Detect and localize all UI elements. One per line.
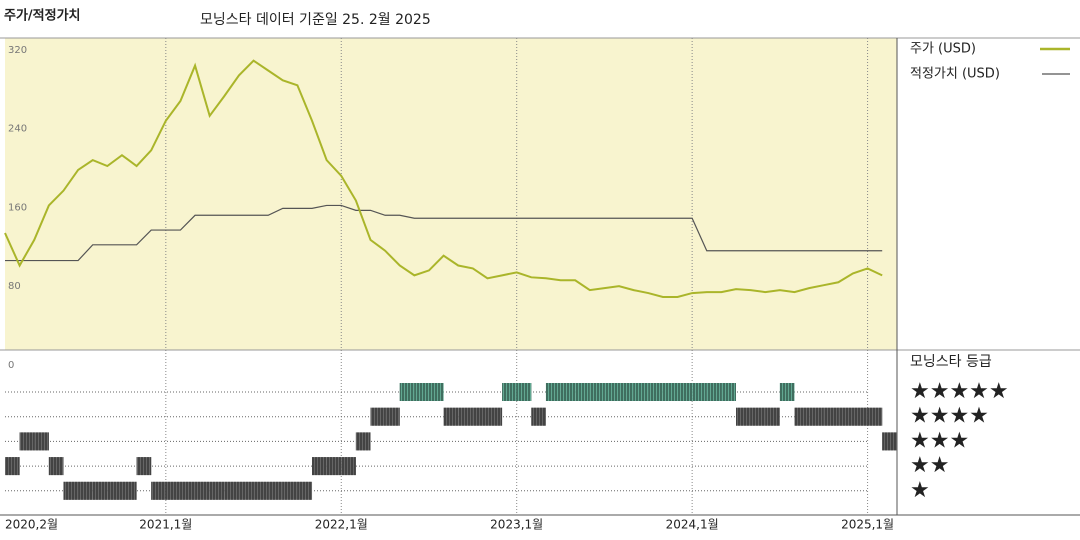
rating-bar-texture [721,383,736,401]
rating-bar-texture [458,407,473,426]
y-tick-label: 0 [8,360,14,371]
rating-bar-texture [852,407,868,426]
rating-bar-texture [619,383,634,401]
rating-bar-texture [399,383,415,401]
rating-bar-texture [312,457,327,476]
rating-bar-texture [282,481,298,500]
rating-bar-texture [63,481,79,500]
rating-bar-texture [341,457,356,476]
legend-label: 적정가치 (USD) [910,67,1000,82]
rating-bar-texture [531,407,546,426]
rating-bar-texture [355,432,371,451]
rating-bar-texture [121,481,137,500]
rating-bar-texture [662,383,678,401]
rating-bar-texture [692,383,707,401]
rating-label: ★★★ [910,428,969,453]
y-tick-label: 80 [8,281,21,292]
plot-background [5,38,897,350]
rating-bar-texture [589,383,605,401]
rating-bar-texture [633,383,649,401]
rating-bar-texture [165,481,181,500]
rating-bar-texture [414,383,429,401]
rating-bar-texture [34,432,49,451]
rating-bar-texture [136,457,152,476]
rating-bar-texture [224,481,239,500]
rating-bar-texture [823,407,839,426]
series-line [5,204,883,262]
rating-bar-texture [575,383,590,401]
x-tick-label: 2020,2월 [5,518,58,532]
rating-bar-texture [487,407,503,426]
rating-bar-texture [838,407,853,426]
rating-bar-texture [706,383,722,401]
rating-bar-texture [326,457,342,476]
rating-bar-texture [195,481,210,500]
rating-bar-texture [443,407,459,426]
rating-bar-texture [428,383,444,401]
rating-bar-texture [867,407,883,426]
series-line [4,59,883,299]
rating-label: ★★ [910,453,949,478]
rating-bar-texture [238,481,254,500]
rating-bar-texture [107,481,122,500]
rating-bar-texture [779,383,795,401]
rating-bar-texture [516,383,532,401]
rating-bar-texture [648,383,663,401]
y-tick-label: 320 [8,45,27,56]
y-tick-label: 160 [8,202,27,213]
rating-bar-texture [472,407,488,426]
rating-label: ★ [910,478,930,503]
rating-bar-texture [765,407,780,426]
rating-bar-texture [809,407,824,426]
rating-bar-texture [677,383,693,401]
rating-bar-texture [253,481,269,500]
rating-bar-texture [19,432,35,451]
legend-label: 주가 (USD) [910,42,976,57]
rating-bar-texture [180,481,196,500]
x-tick-label: 2024,1월 [666,518,719,532]
chart-subtitle: 모닝스타 데이터 기준일 25. 2월 2025 [200,12,431,28]
rating-bar-texture [78,481,93,500]
rating-bar-texture [5,457,20,476]
rating-bar-texture [209,481,225,500]
rating-bar-texture [545,383,561,401]
rating-bar-texture [385,407,400,426]
rating-bar-texture [794,407,810,426]
rating-label: ★★★★★ [910,379,1009,404]
rating-bar-texture [268,481,283,500]
rating-bar-texture [750,407,766,426]
rating-bar-texture [502,383,517,401]
x-tick-label: 2022,1월 [315,518,368,532]
rating-bar-texture [370,407,386,426]
rating-bar-texture [48,457,64,476]
x-tick-label: 2025,1월 [841,518,894,532]
rating-bar-texture [92,481,108,500]
x-tick-label: 2021,1월 [139,518,192,532]
rating-bar-texture [560,383,576,401]
rating-bar-texture [736,407,751,426]
chart-title: 주가/적정가치 [4,8,81,24]
rating-bar-texture [882,432,897,451]
x-tick-label: 2023,1월 [490,518,543,532]
rating-bar-texture [297,481,313,500]
y-tick-label: 240 [8,124,27,135]
rating-bar-texture [151,481,166,500]
rating-bar-texture [604,383,620,401]
rating-title: 모닝스타 등급 [910,354,992,370]
rating-label: ★★★★ [910,404,989,429]
